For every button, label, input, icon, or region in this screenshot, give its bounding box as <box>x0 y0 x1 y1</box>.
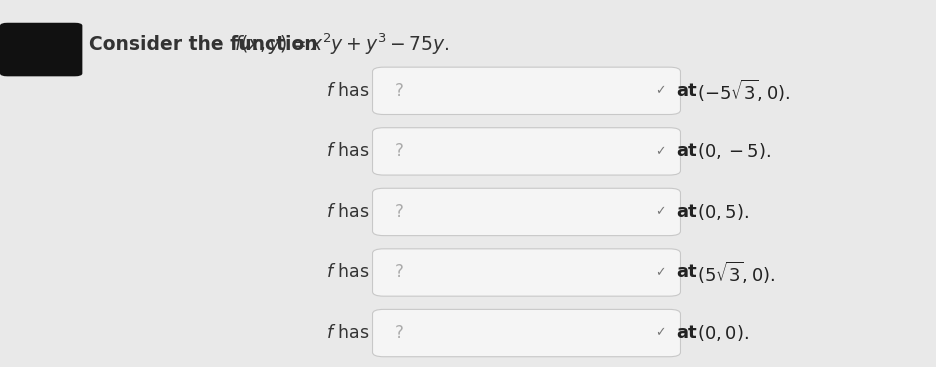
FancyBboxPatch shape <box>373 188 680 236</box>
Text: $(5\sqrt{3}, 0)$.: $(5\sqrt{3}, 0)$. <box>697 259 776 286</box>
FancyBboxPatch shape <box>0 23 82 76</box>
Text: $f$ has: $f$ has <box>326 82 370 100</box>
Text: ✓: ✓ <box>654 266 665 279</box>
Text: ✓: ✓ <box>654 84 665 97</box>
Text: at: at <box>676 203 696 221</box>
Text: $f$ has: $f$ has <box>326 142 370 160</box>
Text: $f(x, y) = x^2y + y^3 - 75y$.: $f(x, y) = x^2y + y^3 - 75y$. <box>234 31 450 57</box>
FancyBboxPatch shape <box>373 128 680 175</box>
Text: $f$ has: $f$ has <box>326 264 370 281</box>
Text: at: at <box>676 264 696 281</box>
Text: $f$ has: $f$ has <box>326 203 370 221</box>
Text: ?: ? <box>395 203 403 221</box>
FancyBboxPatch shape <box>373 67 680 115</box>
Text: $f$ has: $f$ has <box>326 324 370 342</box>
Text: ?: ? <box>395 142 403 160</box>
Text: $(0, 0)$.: $(0, 0)$. <box>697 323 749 343</box>
Text: $(0, 5)$.: $(0, 5)$. <box>697 202 749 222</box>
Text: ✓: ✓ <box>654 206 665 218</box>
Text: ?: ? <box>395 264 403 281</box>
Text: at: at <box>676 82 696 100</box>
Text: Consider the function: Consider the function <box>89 34 324 54</box>
Text: ✓: ✓ <box>654 327 665 339</box>
Text: at: at <box>676 142 696 160</box>
FancyBboxPatch shape <box>373 249 680 296</box>
Text: at: at <box>676 324 696 342</box>
FancyBboxPatch shape <box>373 309 680 357</box>
Text: ✓: ✓ <box>654 145 665 158</box>
Text: $(-5\sqrt{3}, 0)$.: $(-5\sqrt{3}, 0)$. <box>697 78 791 104</box>
Text: ?: ? <box>395 82 403 100</box>
Text: $(0, -5)$.: $(0, -5)$. <box>697 141 771 161</box>
Text: ?: ? <box>395 324 403 342</box>
